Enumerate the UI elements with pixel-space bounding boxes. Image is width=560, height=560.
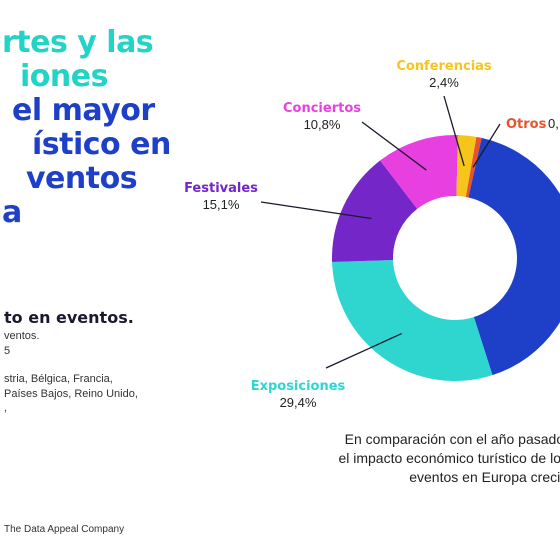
bottom-annotation: En comparación con el año pasado, el imp… — [338, 431, 560, 485]
label-name-exposiciones: Exposiciones — [251, 379, 346, 394]
label-name-conferencias: Conferencias — [396, 59, 492, 74]
chart-headline: rtes y las iones el mayor ístico en vent… — [0, 26, 171, 230]
slice-festivales — [331, 160, 418, 263]
label-value-festivales: 15,1% — [203, 197, 240, 212]
label-value-otros: 0, — [548, 116, 559, 131]
label-value-exposiciones: 29,4% — [280, 395, 317, 410]
headline-line-5: ventos — [26, 161, 138, 196]
headline-line-3: el mayor — [12, 93, 155, 128]
slice-conciertos — [380, 135, 458, 209]
headline-line-2: iones — [20, 59, 108, 94]
note-line-2: 5 — [4, 345, 11, 357]
leader-line-conferencias — [443, 95, 465, 167]
headline-line-4: ístico en — [32, 127, 171, 162]
headline-line-6: a — [2, 195, 22, 230]
slice-exposiciones — [332, 260, 493, 381]
label-name-otros: Otros — [506, 117, 547, 132]
leader-line-otros — [472, 123, 501, 168]
label-value-conciertos: 10,8% — [304, 117, 341, 132]
leader-line-festivales — [260, 201, 372, 220]
leader-line-conciertos — [361, 121, 427, 171]
slice-conferencias — [456, 135, 477, 197]
chart-subtitle: to en eventos. — [4, 308, 134, 327]
label-leader-lines — [260, 95, 501, 369]
label-name-festivales: Festivales — [184, 181, 258, 196]
label-name-conciertos: Conciertos — [283, 101, 361, 116]
footer-credit: The Data Appeal Company — [4, 524, 125, 535]
slice-ferias-y-negocios — [468, 137, 560, 376]
note-line-1: ventos. — [4, 330, 40, 342]
note-line-4: Países Bajos, Reino Unido, — [4, 388, 138, 400]
headline-line-1: rtes y las — [2, 25, 154, 60]
note-line-5: , — [4, 402, 8, 414]
label-value-conferencias: 2,4% — [429, 75, 459, 90]
note-line-3: stria, Bélgica, Francia, — [4, 373, 113, 385]
leader-line-exposiciones — [325, 332, 402, 369]
donut-slices — [331, 135, 560, 381]
